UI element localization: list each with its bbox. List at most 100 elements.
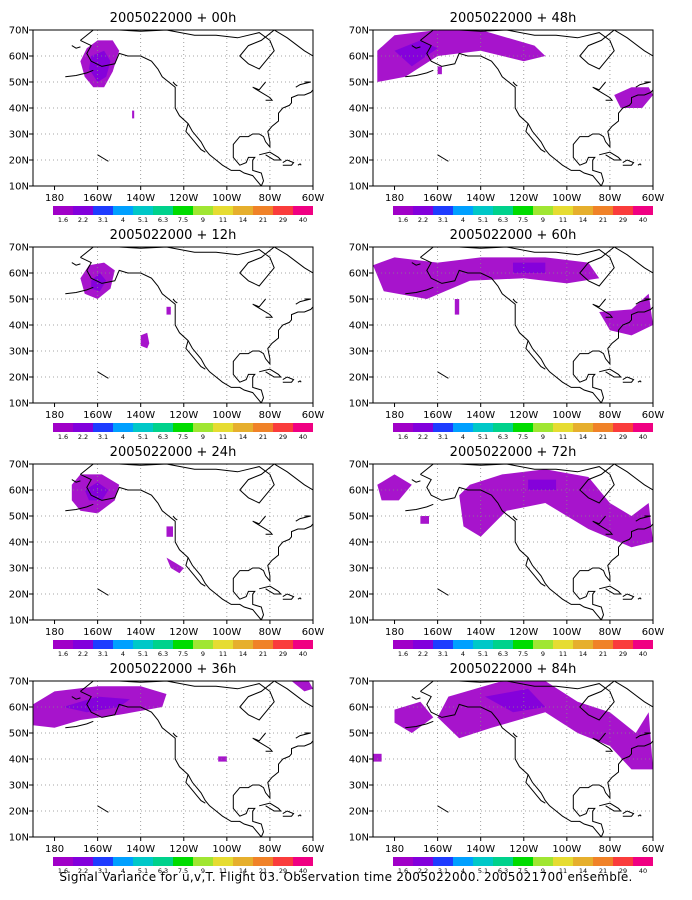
colorbar-label: 1.6: [58, 433, 68, 441]
colorbar-label: 1.6: [398, 867, 408, 875]
coastline: [420, 473, 602, 620]
colorbar-swatch: [413, 857, 433, 866]
x-tick-label: 100W: [552, 193, 581, 204]
colorbar-swatch: [573, 423, 593, 432]
x-tick-label: 180: [45, 627, 64, 638]
coastline: [599, 802, 622, 812]
colorbar-swatch: [173, 423, 193, 432]
coastline: [238, 17, 260, 25]
y-tick-label: 20N: [9, 156, 29, 167]
colorbar-swatch: [493, 857, 513, 866]
shaded-region: [485, 688, 546, 713]
y-tick-label: 70N: [349, 460, 369, 471]
coastline: [295, 81, 311, 88]
x-tick-label: 80W: [599, 627, 622, 638]
colorbar-swatch: [573, 640, 593, 649]
y-tick-label: 50N: [349, 512, 369, 523]
colorbar-label: 6.3: [158, 867, 168, 875]
x-tick-label: 120W: [169, 193, 198, 204]
colorbar-label: 4: [121, 216, 125, 224]
x-tick-label: 80W: [259, 193, 282, 204]
colorbar-label: 11: [559, 433, 567, 441]
colorbar-swatch: [593, 206, 613, 215]
colorbar-label: 9: [541, 433, 545, 441]
colorbar-swatch: [53, 423, 73, 432]
x-tick-label: 180: [385, 410, 404, 421]
y-tick-label: 10N: [349, 182, 369, 193]
y-tick-label: 70N: [9, 460, 29, 471]
y-tick-label: 50N: [9, 729, 29, 740]
colorbar-swatch: [533, 640, 553, 649]
x-tick-label: 160W: [423, 410, 452, 421]
colorbar-label: 29: [279, 867, 287, 875]
colorbar-swatch: [153, 206, 173, 215]
colorbar-swatch: [393, 640, 413, 649]
colorbar-label: 5.1: [478, 433, 488, 441]
colorbar-swatch: [273, 206, 293, 215]
colorbar-label: 9: [201, 867, 205, 875]
colorbar-label: 7.5: [518, 216, 528, 224]
colorbar-swatch: [213, 206, 233, 215]
x-tick-label: 100W: [212, 410, 241, 421]
colorbar-label: 21: [259, 650, 267, 658]
colorbar-swatch: [613, 640, 633, 649]
shaded-region: [420, 516, 429, 524]
map-panel: 2005022000 + 48h 10N 20N 30N 40N 50N 60N 70N 180…: [349, 11, 665, 224]
colorbar-swatch: [73, 857, 93, 866]
y-tick-label: 40N: [9, 321, 29, 332]
colorbar-label: 29: [279, 650, 287, 658]
map-panel: 2005022000 + 60h 10N 20N 30N 40N 50N 60N 70N 180…: [349, 228, 665, 441]
coastline: [420, 256, 602, 403]
colorbar-swatch: [593, 423, 613, 432]
coastline: [80, 464, 275, 504]
shaded-region: [513, 262, 546, 273]
colorbar-label: 4: [461, 433, 465, 441]
coastline: [572, 523, 653, 620]
colorbar-label: 11: [219, 433, 227, 441]
coastline: [295, 732, 311, 739]
map-panel: 2005022000 + 84h 10N 20N 30N 40N 50N 60N 70N 180…: [349, 662, 665, 875]
colorbar-label: 4: [461, 650, 465, 658]
colorbar-label: 5.1: [138, 650, 148, 658]
x-tick-label: 60W: [642, 410, 665, 421]
colorbar-label: 2.2: [418, 433, 428, 441]
coastline: [297, 814, 302, 817]
y-tick-label: 70N: [9, 677, 29, 688]
coastline: [405, 503, 434, 512]
coastline: [622, 376, 635, 383]
coastline: [512, 515, 518, 521]
colorbar-label: 14: [579, 216, 587, 224]
coastline: [282, 593, 295, 600]
map-panel: 2005022000 + 36h 10N 20N 30N 40N 50N 60N 70N 180…: [9, 662, 325, 875]
colorbar-label: 9: [541, 650, 545, 658]
colorbar-swatch: [213, 423, 233, 432]
x-tick-label: 140W: [466, 410, 495, 421]
colorbar-label: 11: [559, 650, 567, 658]
y-tick-label: 20N: [9, 807, 29, 818]
colorbar-label: 7.5: [518, 433, 528, 441]
y-tick-label: 30N: [9, 130, 29, 141]
colorbar-label: 3.1: [438, 216, 448, 224]
x-tick-label: 60W: [302, 627, 325, 638]
shaded-region: [63, 696, 130, 713]
shaded-region: [437, 66, 442, 75]
coastline: [185, 557, 206, 587]
coastline: [80, 39, 262, 186]
colorbar-swatch: [513, 857, 533, 866]
coastline: [282, 810, 295, 817]
coastline: [259, 802, 282, 812]
coastline: [635, 515, 651, 522]
shaded-region: [373, 257, 600, 299]
x-tick-label: 100W: [552, 627, 581, 638]
x-tick-label: 60W: [642, 844, 665, 855]
y-tick-label: 30N: [349, 347, 369, 358]
colorbar-swatch: [473, 206, 493, 215]
coastline: [252, 81, 274, 101]
shaded-region: [454, 299, 460, 315]
shaded-region: [437, 681, 653, 770]
coastline: [525, 340, 546, 370]
x-tick-label: 60W: [302, 193, 325, 204]
colorbar-swatch: [193, 206, 213, 215]
shaded-region: [132, 110, 135, 119]
y-tick-label: 60N: [9, 486, 29, 497]
